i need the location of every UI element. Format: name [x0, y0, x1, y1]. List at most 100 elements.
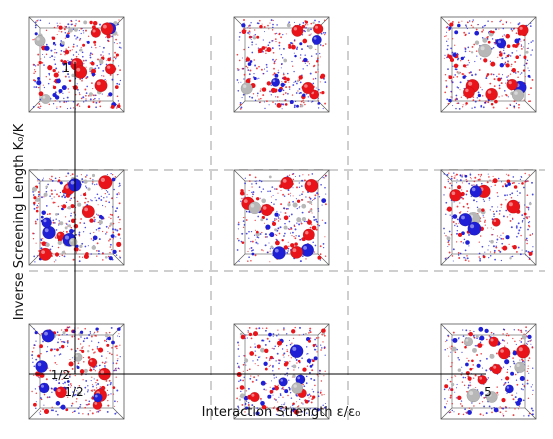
ion-dot	[111, 249, 113, 251]
ion-dot	[446, 48, 449, 51]
small-particle	[75, 244, 79, 248]
ion-dot	[38, 178, 40, 181]
ion-dot	[75, 19, 77, 21]
ion-dot	[236, 387, 239, 390]
ion-dot	[523, 343, 525, 345]
ion-dot	[520, 44, 523, 46]
ion-dot	[118, 182, 121, 185]
ion-dot	[96, 250, 98, 252]
ion-dot	[76, 200, 79, 203]
ion-dot	[50, 189, 52, 191]
small-particle	[67, 206, 72, 210]
colloid-highlight	[313, 36, 317, 40]
ion-dot	[509, 103, 511, 106]
ion-dot	[95, 387, 98, 389]
small-particle	[274, 73, 279, 78]
small-particle	[268, 175, 272, 179]
ion-dot	[51, 193, 53, 195]
ion-dot	[444, 54, 446, 56]
ion-dot	[85, 29, 87, 32]
ion-dot	[85, 66, 87, 68]
ion-dot	[74, 374, 76, 377]
ion-dot	[85, 204, 87, 206]
panel-edge-2	[440, 100, 453, 113]
small-particle	[251, 252, 255, 256]
ion-dot	[305, 220, 308, 223]
small-particle	[87, 356, 91, 359]
ion-dot	[312, 78, 315, 80]
colloid-highlight	[89, 359, 93, 363]
ion-dot	[463, 238, 466, 241]
small-particle	[52, 85, 57, 90]
ion-dot	[106, 60, 108, 62]
ion-dot	[64, 37, 66, 39]
colloid-highlight	[65, 235, 69, 240]
ion-dot	[116, 43, 118, 45]
ion-dot	[286, 350, 289, 353]
ion-dot	[119, 218, 121, 221]
ion-dot	[109, 383, 112, 386]
small-particle	[293, 409, 299, 415]
ion-dot	[320, 380, 323, 382]
ion-dot	[287, 193, 290, 196]
small-particle	[83, 20, 88, 25]
ion-dot	[104, 78, 106, 81]
small-particle	[493, 407, 499, 413]
ion-dot	[452, 76, 455, 78]
small-particle	[268, 332, 272, 337]
small-particle	[243, 395, 249, 401]
ion-dot	[519, 178, 522, 181]
ion-dot	[489, 251, 492, 253]
ion-dot	[526, 180, 529, 183]
ion-dot	[42, 408, 44, 411]
colloid-particle	[302, 228, 315, 241]
ion-dot	[323, 334, 326, 337]
small-particle	[38, 60, 42, 65]
small-particle	[266, 47, 272, 53]
ion-dot	[59, 177, 61, 179]
ion-dot	[81, 55, 84, 58]
ion-dot	[472, 99, 475, 102]
colloid-highlight	[307, 181, 312, 186]
ion-dot	[301, 179, 304, 182]
small-particle	[313, 356, 318, 361]
colloid-particle	[271, 77, 281, 87]
ion-dot	[247, 331, 250, 333]
ion-dot	[94, 197, 96, 199]
ion-dot	[84, 197, 87, 200]
ion-dot	[245, 334, 247, 336]
ion-dot	[279, 393, 282, 395]
ion-dot	[283, 409, 285, 411]
ion-dot	[110, 393, 112, 395]
ion-dot	[286, 251, 289, 254]
ion-dot	[500, 82, 503, 85]
ion-dot	[108, 331, 111, 334]
ion-dot	[40, 352, 42, 355]
ion-dot	[93, 231, 95, 234]
ion-dot	[497, 195, 499, 198]
ion-dot	[63, 230, 65, 232]
colloid-highlight	[57, 388, 61, 393]
ion-dot	[45, 43, 48, 46]
ion-dot	[265, 218, 268, 221]
ion-dot	[294, 237, 297, 240]
ion-dot	[253, 376, 256, 379]
colloid-highlight	[303, 246, 307, 250]
ion-dot	[481, 367, 483, 369]
ion-dot	[472, 199, 475, 202]
ion-dot	[254, 29, 256, 31]
colloid-highlight	[100, 177, 105, 182]
ion-dot	[324, 43, 327, 45]
ion-dot	[241, 197, 243, 200]
ion-dot	[246, 369, 249, 372]
small-particle	[521, 182, 524, 185]
ion-dot	[469, 50, 471, 53]
ion-dot	[80, 218, 82, 220]
ion-dot	[73, 34, 76, 37]
ion-dot	[280, 203, 283, 206]
ion-dot	[458, 337, 460, 339]
ion-dot	[242, 379, 245, 382]
ion-dot	[66, 340, 69, 343]
ion-dot	[272, 74, 274, 76]
ion-dot	[458, 338, 460, 340]
